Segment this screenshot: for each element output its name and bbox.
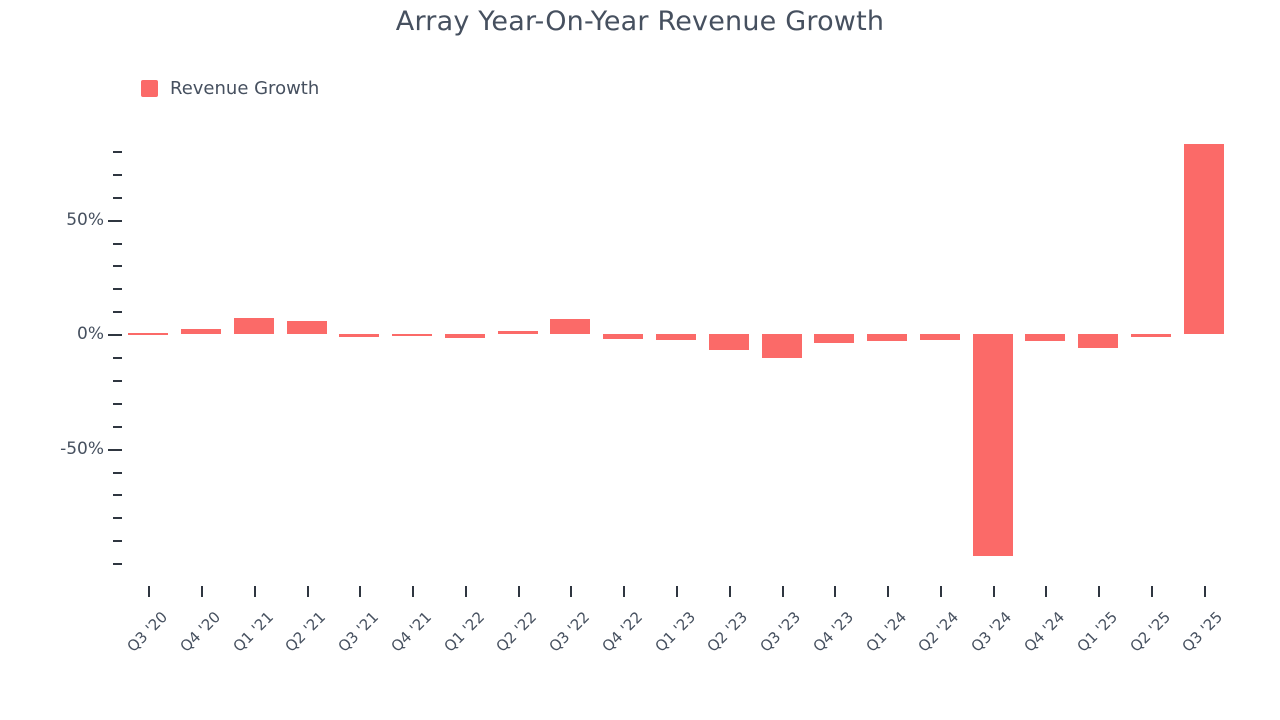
x-axis-tick-label-text: Q2 '22 xyxy=(492,608,541,656)
bar[interactable] xyxy=(972,334,1013,557)
x-axis-tick-label-text: Q4 '23 xyxy=(809,608,858,656)
x-axis-tick-label-text: Q3 '22 xyxy=(545,608,594,656)
y-axis-minor-tick xyxy=(113,150,122,153)
y-axis-major-tick xyxy=(108,334,122,337)
x-axis-tick-label-text: Q1 '21 xyxy=(228,608,277,656)
x-axis-tick xyxy=(834,586,837,597)
y-axis-minor-tick xyxy=(113,173,122,176)
y-axis-minor-tick xyxy=(113,379,122,382)
y-axis-tick-label: -50% xyxy=(60,438,104,459)
y-axis-minor-tick xyxy=(113,402,122,405)
x-axis-tick-label-text: Q1 '23 xyxy=(651,608,699,656)
x-axis-tick xyxy=(623,586,626,597)
chart-legend: Revenue Growth xyxy=(141,78,319,99)
y-axis-minor-tick xyxy=(113,242,122,245)
x-axis-tick-label-text: Q1 '22 xyxy=(440,608,488,656)
bar[interactable] xyxy=(550,319,591,335)
x-axis-tick-label-text: Q4 '22 xyxy=(598,608,646,656)
bar[interactable] xyxy=(286,321,327,335)
x-axis-tick xyxy=(781,586,784,597)
x-axis-tick xyxy=(887,586,890,597)
x-axis-tick xyxy=(412,586,415,597)
y-axis-minor-tick xyxy=(113,196,122,199)
bar[interactable] xyxy=(444,334,485,338)
x-axis-tick-label-text: Q3 '25 xyxy=(1178,608,1227,656)
x-axis-tick-label-text: Q3 '23 xyxy=(756,608,805,656)
bar[interactable] xyxy=(867,334,908,341)
y-axis-minor-tick xyxy=(113,425,122,428)
legend-item-label: Revenue Growth xyxy=(170,78,320,99)
bar[interactable] xyxy=(1025,334,1066,341)
x-axis-tick xyxy=(1045,586,1048,597)
x-axis-tick-label-text: Q2 '25 xyxy=(1125,608,1174,656)
x-axis-tick xyxy=(306,586,309,597)
bar[interactable] xyxy=(392,334,433,337)
y-axis-major-tick xyxy=(108,219,122,222)
y-axis: 50% 0% -50% xyxy=(0,128,122,586)
x-axis-tick-label-text: Q2 '23 xyxy=(703,608,752,656)
y-axis-minor-tick xyxy=(113,517,122,520)
bar[interactable] xyxy=(1078,334,1119,348)
bar[interactable] xyxy=(1183,144,1224,335)
x-axis-tick xyxy=(148,586,151,597)
x-axis-tick-label-text: Q2 '21 xyxy=(281,608,330,656)
x-axis-tick xyxy=(992,586,995,597)
x-axis-tick xyxy=(1098,586,1101,597)
x-axis-tick-label-text: Q1 '25 xyxy=(1073,608,1121,656)
x-axis-tick xyxy=(676,586,678,597)
bar[interactable] xyxy=(656,334,696,341)
y-axis-tick-label: 50% xyxy=(66,209,104,230)
x-axis-tick-label-text: Q3 '20 xyxy=(123,608,172,656)
x-axis-tick xyxy=(728,586,731,597)
x-axis-tick-label-text: Q4 '21 xyxy=(387,608,435,656)
bar[interactable] xyxy=(603,334,644,339)
y-axis-minor-tick xyxy=(113,357,122,359)
x-axis-tick xyxy=(570,586,573,597)
chart-title: Array Year-On-Year Revenue Growth xyxy=(395,6,885,37)
x-axis-tick xyxy=(517,586,520,597)
x-axis-tick-label-text: Q1 '24 xyxy=(862,608,910,656)
bar[interactable] xyxy=(919,334,960,340)
bar[interactable] xyxy=(233,317,274,335)
y-axis-major-tick xyxy=(108,448,122,451)
y-axis-tick-label: 0% xyxy=(77,324,104,345)
y-axis-minor-tick xyxy=(113,494,122,497)
x-axis-tick xyxy=(1203,586,1206,597)
x-axis-tick-label-text: Q4 '20 xyxy=(176,608,224,656)
legend-color-swatch xyxy=(141,80,158,97)
x-axis-tick-label-text: Q3 '24 xyxy=(967,608,1016,656)
x-axis-tick xyxy=(1150,586,1153,597)
bar[interactable] xyxy=(181,328,222,335)
bar[interactable] xyxy=(708,334,749,351)
y-axis-minor-tick xyxy=(113,311,122,314)
bar[interactable] xyxy=(497,331,538,335)
plot-area xyxy=(122,128,1230,586)
x-axis-tick-label-text: Q4 '24 xyxy=(1020,608,1069,656)
x-axis-tick-label-text: Q2 '24 xyxy=(914,608,963,656)
y-axis-minor-tick xyxy=(113,563,122,566)
y-axis-minor-tick xyxy=(113,288,122,291)
x-axis-tick xyxy=(939,586,942,597)
bar[interactable] xyxy=(814,334,855,344)
bar[interactable] xyxy=(761,334,802,358)
x-axis-tick xyxy=(201,586,204,597)
y-axis-minor-tick xyxy=(113,471,122,474)
bar[interactable] xyxy=(128,333,169,336)
x-axis: Q3 '20 Q4 '20 Q1 '21 Q2 '21 Q3 '21 Q4 '21 Q1 '… xyxy=(122,586,1230,716)
y-axis-minor-tick xyxy=(113,540,122,543)
y-axis-minor-tick xyxy=(113,265,122,268)
x-axis-tick xyxy=(464,586,467,597)
bar[interactable] xyxy=(1130,334,1171,338)
x-axis-tick-label-text: Q3 '21 xyxy=(334,608,383,656)
bar[interactable] xyxy=(339,334,380,337)
x-axis-tick xyxy=(359,586,362,597)
x-axis-tick xyxy=(253,586,256,597)
